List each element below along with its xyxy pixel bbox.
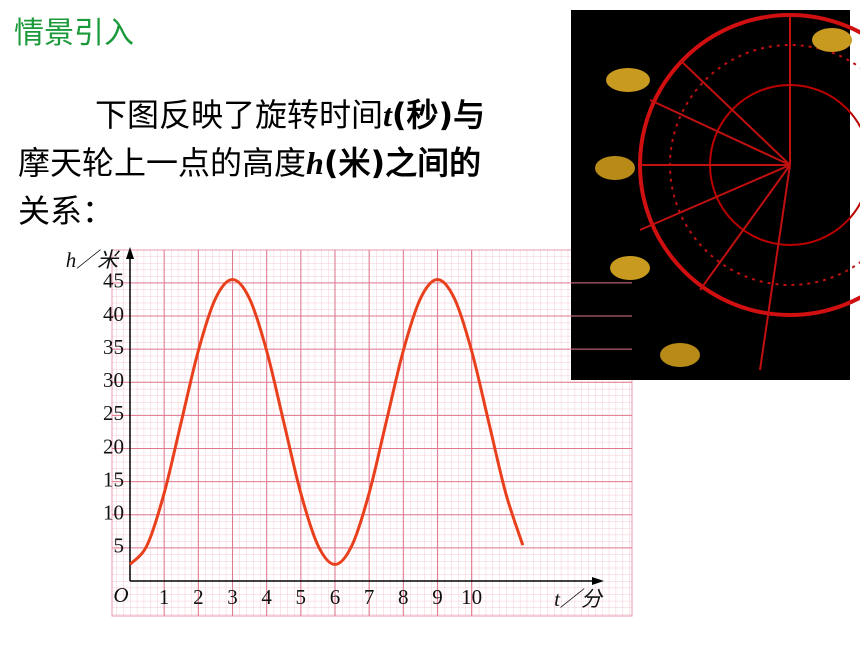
x-tick-label: 10 (461, 585, 482, 609)
x-tick-label: 1 (159, 585, 170, 609)
ferris-wheel-photo (571, 10, 860, 380)
x-tick-label: 3 (227, 585, 238, 609)
x-tick-label: 4 (261, 585, 272, 609)
y-tick-label: 5 (114, 534, 125, 558)
y-tick-label: 40 (103, 302, 124, 326)
text-run: t (383, 97, 392, 133)
y-tick-label: 35 (103, 335, 124, 359)
y-tick-label: 20 (103, 434, 124, 458)
slide-heading: 情景引入 (14, 16, 134, 51)
x-tick-label: 8 (398, 585, 409, 609)
x-tick-label: 9 (432, 585, 443, 609)
y-tick-label: 15 (103, 467, 124, 491)
x-tick-label: 7 (364, 585, 375, 609)
text-line: 摩天轮上一点的高度h(米)之间的 (18, 138, 481, 184)
x-tick-label: 5 (296, 585, 307, 609)
data-line (128, 278, 525, 566)
x-tick-label: 2 (193, 585, 204, 609)
y-tick-label: 45 (103, 269, 124, 293)
text-run: 下图反映了旋转时间 (95, 96, 384, 134)
y-arrow (126, 247, 134, 259)
origin-label: O (113, 583, 128, 607)
text-run: 关系： (18, 192, 115, 230)
y-tick-label: 25 (103, 401, 124, 425)
x-tick-label: 6 (330, 585, 341, 609)
y-tick-label: 30 (103, 368, 124, 392)
text-line: 关系： (18, 186, 114, 232)
text-run: h (306, 145, 324, 181)
text-run: (秒)与 (391, 96, 486, 134)
y-tick-label: 10 (103, 501, 124, 525)
text-run: 摩天轮上一点的高度 (18, 144, 307, 182)
text-run: (米)之间的 (323, 144, 482, 182)
x-arrow (592, 577, 604, 585)
text-line: 下图反映了旋转时间t(秒)与 (95, 90, 485, 136)
x-axis-label: t／分 (554, 587, 604, 611)
y-axis-label: h／米 (66, 248, 120, 272)
graph-paper (111, 249, 633, 617)
